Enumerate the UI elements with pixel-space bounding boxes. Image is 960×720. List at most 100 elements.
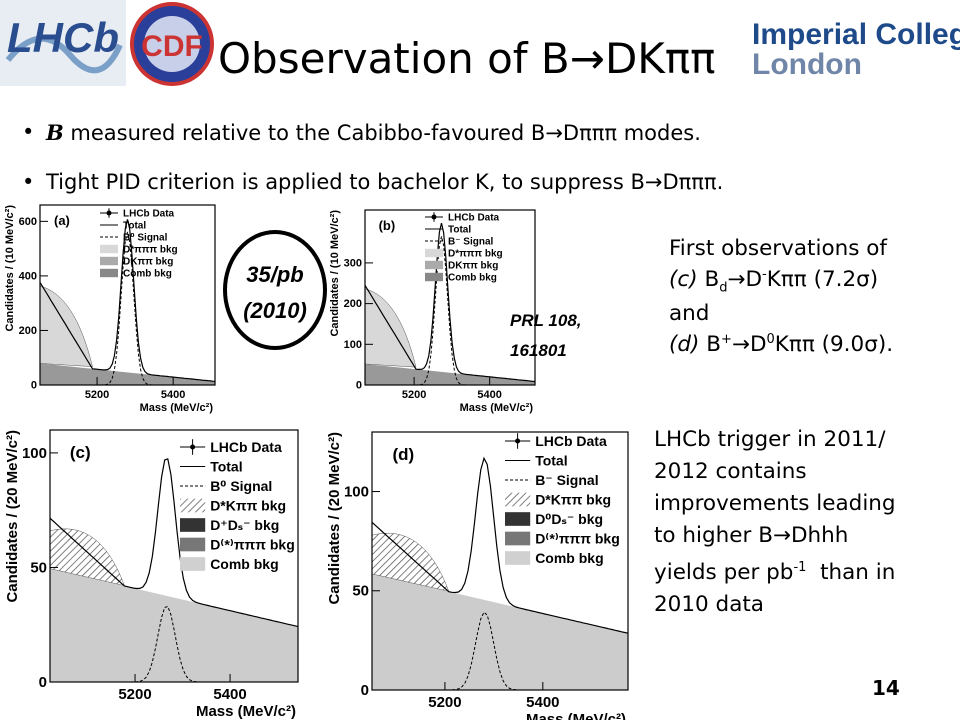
legend-swatch [100, 256, 118, 266]
lhcb-logo-text: LHCb [7, 14, 119, 61]
legend-swatch [425, 272, 443, 282]
y-tick-label: 100 [344, 339, 362, 351]
x-axis-label: Mass (MeV/c²) [526, 711, 626, 720]
y-tick-label: 200 [19, 325, 37, 337]
legend-swatch [180, 557, 206, 571]
x-tick-label: 5400 [213, 686, 246, 703]
plot-frame [39, 204, 216, 386]
legend-entry: D⁽*⁾πππ bkg [535, 530, 620, 546]
y-tick-label: 400 [19, 270, 37, 282]
slide-title: Observation of B→DKππ [218, 34, 716, 83]
legend-entry: D*Kππ bkg [210, 497, 286, 513]
note-line: to higher B→Dhhh [654, 523, 849, 548]
legend-swatch [425, 260, 443, 270]
observations-note: First observations of (c) Bd→D-Kππ (7.2σ… [669, 236, 893, 359]
legend-swatch [100, 268, 118, 278]
note-line: LHCb trigger in 2011/ [654, 427, 886, 452]
panel-label: (d) [392, 445, 414, 464]
legend-swatch [505, 551, 531, 565]
total-curve [39, 219, 216, 382]
note-line: and [669, 301, 710, 327]
x-tick-label: 5400 [477, 389, 501, 401]
legend-swatch [100, 244, 118, 254]
legend-entry: B⁻ Signal [535, 472, 598, 488]
legend-swatch [425, 248, 443, 258]
plot-frame [364, 209, 536, 386]
legend-entry: Comb bkg [535, 550, 603, 566]
x-axis-label: Mass (MeV/c²) [140, 402, 214, 414]
partial-reco-background [49, 528, 125, 586]
total-curve [371, 456, 629, 634]
y-tick-label: 0 [356, 380, 362, 392]
legend-swatch [180, 498, 206, 513]
legend-entry: Total [448, 225, 471, 236]
legend-entry: Total [210, 458, 242, 474]
reference-line2: 161801 [510, 341, 567, 360]
y-tick-label: 50 [30, 559, 47, 576]
cdf-logo-text: CDF [141, 30, 203, 63]
y-tick-label: 200 [344, 298, 362, 310]
legend-entry: B⁻ Signal [448, 237, 494, 248]
x-axis-label: Mass (MeV/c²) [460, 402, 534, 414]
y-tick-label: 600 [19, 216, 37, 228]
note-sup: -1 [793, 560, 807, 575]
page-number: 14 [872, 676, 900, 700]
note-label: (d) [669, 332, 700, 358]
panel-label: (b) [379, 218, 396, 233]
panel-label: (a) [54, 213, 70, 228]
y-axis-label: Candidates / (20 MeV/c²) [326, 432, 343, 605]
x-tick-label: 5200 [118, 686, 151, 703]
legend-entry: LHCb Data [448, 213, 500, 224]
total-curve [49, 458, 299, 628]
legend-swatch [180, 518, 206, 532]
plot-frame [371, 431, 629, 691]
note-line: 2012 contains [654, 459, 807, 484]
bullet-text: measured relative to the Cabibbo-favoure… [63, 121, 701, 145]
note-line: (d) B+→D0Kππ (9.0σ). [669, 327, 893, 358]
y-tick-label: 100 [22, 445, 47, 462]
legend-entry: LHCb Data [535, 433, 607, 449]
note-text: than in [806, 560, 896, 586]
legend-entry: D⁺Dₛ⁻ bkg [210, 517, 279, 533]
note-text: →D [731, 332, 767, 358]
luminosity-ellipse [223, 230, 327, 350]
legend-swatch [505, 492, 531, 507]
x-tick-label: 5400 [526, 694, 559, 711]
bullet-text: Tight PID criterion is applied to bachel… [46, 170, 724, 194]
legend-entry: LHCb Data [210, 439, 282, 455]
y-tick-label: 50 [352, 583, 369, 600]
y-tick-label: 300 [344, 257, 362, 269]
note-line: yields per pb-1 than in [654, 552, 896, 589]
x-tick-label: 5200 [402, 389, 426, 401]
note-line: (c) Bd→D-Kππ (7.2σ) [669, 262, 893, 301]
imperial-logo-line2: London [752, 48, 862, 81]
note-text: Kππ (9.0σ). [774, 332, 894, 358]
note-text: →D [727, 267, 763, 293]
legend-entry: Comb bkg [210, 556, 278, 572]
legend-entry: B⁰ Signal [210, 478, 272, 494]
legend-entry: DKππ bkg [123, 257, 173, 268]
x-axis-label: Mass (MeV/c²) [196, 703, 296, 720]
legend-swatch [505, 531, 531, 546]
legend-entry: D*πππ bkg [123, 245, 178, 256]
reference-line1: PRL 108, [510, 311, 582, 330]
comb-background [365, 364, 535, 385]
x-tick-label: 5400 [161, 389, 185, 401]
note-text: B [699, 332, 722, 358]
y-tick-label: 0 [39, 674, 47, 691]
panel-label: (c) [70, 443, 91, 462]
luminosity-line1: 35/pb [246, 262, 303, 287]
cdf-logo: CDF [130, 2, 214, 86]
note-line: improvements leading [654, 491, 896, 516]
comb-background [372, 573, 628, 690]
imperial-logo-line1: Imperial College [752, 18, 960, 51]
legend-entry: D⁰Dₛ⁻ bkg [535, 511, 603, 527]
legend-entry: D*πππ bkg [448, 249, 503, 260]
legend-entry: Comb bkg [448, 273, 497, 284]
legend-entry: DKππ bkg [448, 261, 498, 272]
note-text: yields per pb [654, 560, 794, 586]
partial-reco-background [371, 532, 450, 592]
